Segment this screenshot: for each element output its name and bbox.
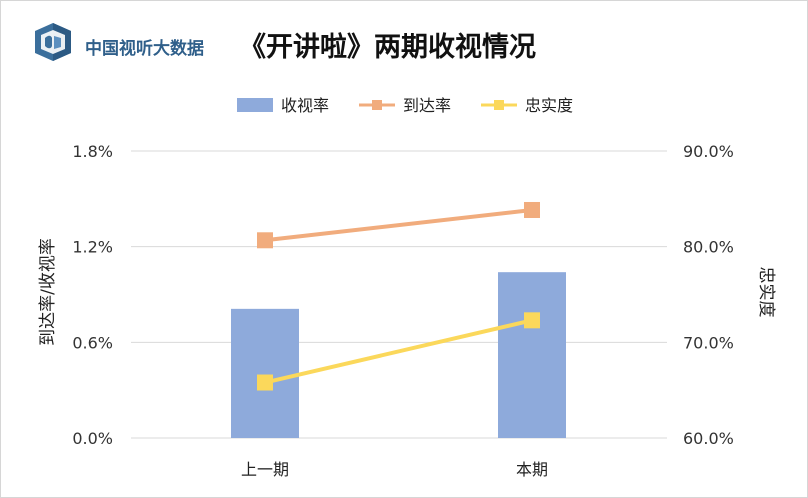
right-tick-label: 70.0% (683, 333, 734, 352)
left-axis-ticks: 0.0% 0.6% 1.2% 1.8% (72, 142, 113, 448)
right-tick-label: 60.0% (683, 429, 734, 448)
right-axis-ticks: 60.0% 70.0% 80.0% 90.0% (683, 142, 734, 448)
legend-label-loyalty: 忠实度 (525, 96, 573, 115)
marker-忠实度 (524, 312, 540, 329)
legend-label-rating: 收视率 (281, 96, 329, 115)
marker-忠实度 (257, 374, 273, 391)
marker-到达率 (524, 201, 540, 218)
line-到达率 (264, 208, 533, 243)
brand-name: 中国视听大数据 (85, 39, 204, 59)
left-axis-title: 到达率/收视率 (38, 238, 58, 346)
legend-label-reach: 到达率 (403, 96, 451, 115)
category-labels: 上一期 本期 (241, 460, 548, 479)
bar-series (231, 272, 566, 438)
left-tick-label: 0.0% (72, 429, 113, 448)
legend-marker-reach (372, 100, 382, 110)
right-tick-label: 90.0% (683, 142, 734, 161)
category-label: 本期 (516, 460, 548, 479)
line-series (257, 201, 540, 391)
legend-swatch-rating (237, 98, 273, 112)
gridlines (131, 150, 667, 439)
bar-收视率 (231, 308, 299, 438)
left-tick-label: 1.2% (72, 238, 113, 257)
category-label: 上一期 (241, 460, 289, 479)
left-tick-label: 0.6% (72, 333, 113, 352)
legend-marker-loyalty (494, 100, 504, 110)
chart-title: 《开讲啦》两期收视情况 (239, 32, 536, 63)
right-axis-title: 忠实度 (756, 267, 776, 318)
line-忠实度 (264, 318, 533, 385)
marker-到达率 (257, 232, 273, 249)
legend: 收视率 到达率 忠实度 (237, 96, 573, 115)
bar-收视率 (498, 272, 566, 438)
left-tick-label: 1.8% (72, 142, 113, 161)
right-tick-label: 80.0% (683, 238, 734, 257)
cvb-logo-icon (35, 23, 71, 61)
